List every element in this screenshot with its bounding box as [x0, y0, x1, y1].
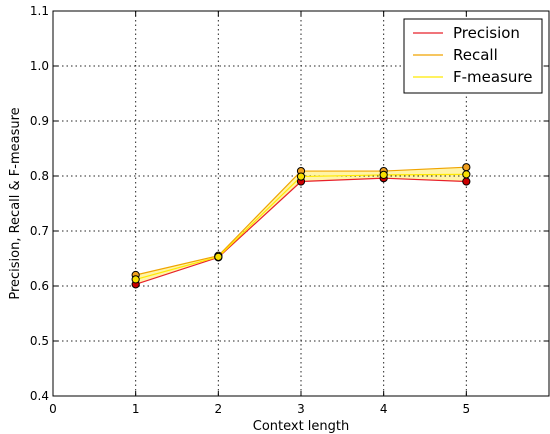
y-tick-label: 0.6 [30, 279, 49, 293]
y-tick-label: 1.0 [30, 59, 49, 73]
f-measure-point [131, 275, 140, 284]
x-tick-label: 5 [463, 402, 471, 416]
series-group [131, 163, 471, 289]
f-measure-point [214, 252, 223, 261]
x-tick-label: 1 [132, 402, 140, 416]
x-tick-label: 3 [297, 402, 305, 416]
y-tick-label: 0.4 [30, 389, 49, 403]
y-axis-label: Precision, Recall & F-measure [8, 107, 23, 299]
f-measure-point [379, 170, 388, 179]
legend-label-precision: Precision [453, 24, 520, 42]
y-tick-label: 0.8 [30, 169, 49, 183]
legend-box [403, 18, 543, 94]
x-tick-label: 0 [49, 402, 57, 416]
y-tick-label: 0.7 [30, 224, 49, 238]
y-tick-label: 1.1 [30, 4, 49, 18]
legend-label-recall: Recall [453, 46, 498, 64]
fill-between-polygon [135, 167, 467, 285]
fill-between-area [135, 167, 467, 285]
f-measure-point [296, 172, 306, 181]
ticks: 0 1 2 3 4 5 0.4 0.5 0.6 0.7 0.8 0.9 1.0 1.1 [30, 4, 549, 416]
x-tick-label: 4 [380, 402, 388, 416]
f-measure-point [462, 170, 471, 179]
legend: Precision Recall F-measure [403, 18, 543, 94]
y-tick-label: 0.9 [30, 114, 49, 128]
recall-point [462, 163, 471, 172]
x-axis-label: Context length [253, 419, 350, 434]
y-tick-label: 0.5 [30, 334, 49, 348]
legend-label-f-measure: F-measure [453, 68, 532, 86]
x-tick-label: 2 [215, 402, 223, 416]
precision-point [462, 177, 471, 186]
